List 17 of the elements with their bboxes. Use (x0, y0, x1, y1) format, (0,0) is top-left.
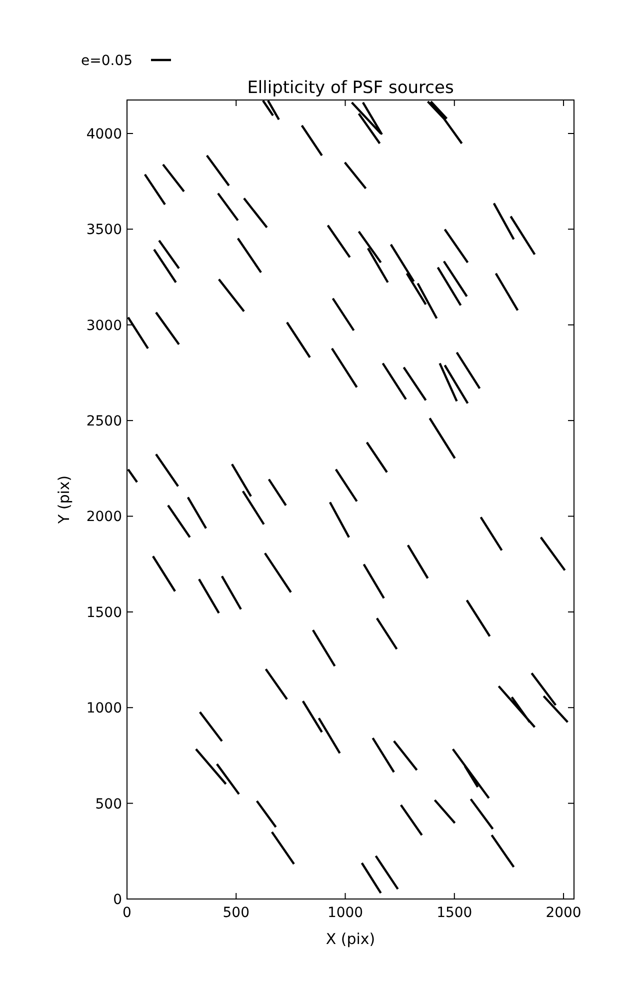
y-tick-label: 2000 (86, 509, 122, 526)
legend-label: e=0.05 (81, 53, 133, 69)
x-tick-label: 1500 (436, 905, 472, 921)
chart-title: Ellipticity of PSF sources (247, 78, 454, 98)
y-axis-title: Y (pix) (55, 475, 73, 525)
y-tick-label: 0 (113, 892, 122, 908)
y-tick-label: 3000 (86, 318, 122, 334)
y-tick-label: 1000 (86, 700, 122, 717)
y-tick-label: 4000 (86, 126, 122, 142)
y-tick-label: 3500 (86, 222, 122, 238)
x-tick-label: 2000 (546, 905, 582, 921)
y-tick-label: 500 (95, 796, 122, 812)
x-axis-title: X (pix) (326, 930, 376, 948)
y-tick-label: 1500 (86, 604, 122, 621)
x-tick-label: 500 (222, 905, 250, 921)
y-tick-label: 2500 (86, 414, 122, 430)
x-tick-label: 1000 (327, 905, 364, 921)
